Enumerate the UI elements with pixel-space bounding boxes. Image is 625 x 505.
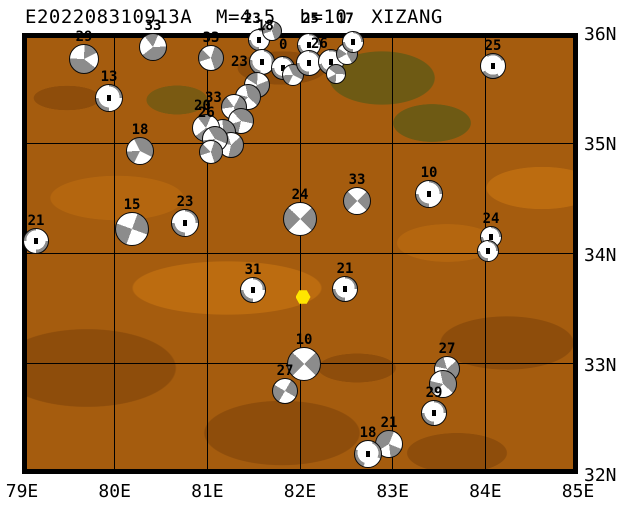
depth-label: 17: [337, 11, 354, 27]
mechanism-center-dot: [489, 234, 493, 240]
grid-line-lat-35: [26, 142, 574, 144]
mechanism-depth-label: 24: [482, 211, 500, 227]
mechanism-depth-label: 21: [380, 415, 398, 431]
mechanism-depth-label: 23: [176, 194, 194, 210]
focal-mechanism: 21: [375, 416, 403, 458]
mechanism-center-dot: [260, 59, 264, 65]
focal-mechanism: 21: [23, 214, 49, 254]
focal-mechanism: 33: [139, 19, 167, 61]
mechanism-center-dot: [183, 220, 187, 226]
lon-tick-label: 82E: [283, 481, 317, 502]
lon-tick-label: 81E: [191, 481, 224, 502]
mechanism-depth-label: 15: [123, 197, 141, 213]
mechanism-center-dot: [343, 286, 347, 292]
mechanism-depth-label: 24: [291, 187, 309, 203]
mechanism-center-dot: [366, 451, 370, 457]
focal-mechanism: 13: [95, 70, 123, 112]
grid-line-lat-34: [26, 253, 574, 254]
lat-tick-label: 35N: [584, 134, 617, 156]
epicenter-marker: [295, 290, 311, 304]
mechanism-center-dot: [329, 59, 333, 65]
mechanism-center-dot: [307, 42, 311, 48]
depth-label: 33: [205, 90, 222, 106]
focal-mechanism: 25: [480, 39, 506, 79]
focal-mechanism: 27: [272, 364, 298, 404]
focal-mechanism: [326, 64, 346, 84]
mechanism-center-dot: [432, 410, 436, 416]
mechanism-depth-label: 29: [75, 29, 93, 45]
depth-label: 25: [302, 11, 319, 27]
focal-mechanism: 10: [415, 166, 443, 208]
mechanism-depth-label: 25: [484, 38, 502, 54]
depth-label: 20: [194, 98, 211, 114]
mechanism-depth-label: 10: [295, 332, 313, 348]
lon-tick-label: 85E: [561, 481, 595, 502]
mechanism-depth-label: 13: [100, 69, 118, 85]
depth-label: 26: [311, 36, 328, 52]
focal-mechanism: 33: [343, 173, 371, 215]
focal-mechanism: [262, 21, 282, 41]
focal-mechanism: 15: [115, 198, 149, 246]
focal-mechanism: [477, 240, 499, 262]
lat-tick-label: 33N: [584, 354, 617, 376]
mechanism-center-dot: [307, 60, 311, 66]
focal-mechanism: 21: [332, 262, 358, 302]
mechanism-depth-label: 27: [276, 363, 294, 379]
mechanism-center-dot: [486, 248, 490, 254]
focal-mechanism: [199, 140, 223, 164]
mechanism-center-dot: [251, 287, 255, 293]
focal-mechanism: 18: [354, 426, 382, 468]
focal-mechanism: 24: [283, 188, 317, 236]
lon-tick-label: 83E: [376, 481, 409, 502]
depth-label: 18: [257, 18, 274, 34]
focal-mechanism: [429, 370, 457, 398]
depth-label: 23: [244, 11, 261, 27]
depth-label: 26: [198, 105, 215, 121]
mechanism-depth-label: 33: [202, 30, 220, 46]
mechanism-depth-label: 21: [27, 213, 45, 229]
lon-tick-label: 80E: [98, 481, 131, 502]
mechanism-center-dot: [491, 63, 495, 69]
mechanism-depth-label: 18: [131, 122, 149, 138]
focal-mechanism: [296, 50, 322, 76]
mechanism-depth-label: 27: [438, 341, 456, 357]
mechanism-depth-label: 33: [348, 172, 366, 188]
mechanism-depth-label: 10: [420, 165, 438, 181]
mechanism-depth-label: 18: [359, 425, 377, 441]
lat-tick-label: 34N: [584, 244, 617, 266]
mechanism-center-dot: [351, 39, 355, 45]
mechanism-center-dot: [107, 95, 111, 101]
lon-tick-label: 79E: [5, 481, 39, 502]
lat-tick-label: 36N: [584, 24, 617, 45]
focal-mechanism: 33: [198, 31, 224, 71]
mechanism-center-dot: [257, 37, 261, 43]
focal-mechanism: 10: [287, 333, 321, 381]
focal-mechanism: 29: [421, 386, 447, 426]
mechanism-center-dot: [34, 238, 38, 244]
mechanism-center-dot: [427, 191, 431, 197]
plot-title: E202208310913A M=4.5 h=10 XIZANG: [25, 6, 443, 28]
depth-label: 0: [279, 37, 288, 53]
focal-mechanism: 29: [69, 30, 99, 74]
focal-mechanism: 31: [240, 263, 266, 303]
lat-tick-label: 32N: [584, 465, 617, 486]
focal-mechanism: 18: [126, 123, 154, 165]
focal-mechanism: 23: [171, 195, 199, 237]
mechanism-depth-label: 29: [425, 385, 443, 401]
depth-label: 23: [231, 54, 248, 70]
mechanism-depth-label: 21: [336, 261, 354, 277]
focal-mechanism: [342, 31, 364, 53]
mechanism-depth-label: 31: [244, 262, 262, 278]
lon-tick-label: 84E: [469, 481, 502, 502]
mechanism-depth-label: 33: [144, 18, 162, 34]
